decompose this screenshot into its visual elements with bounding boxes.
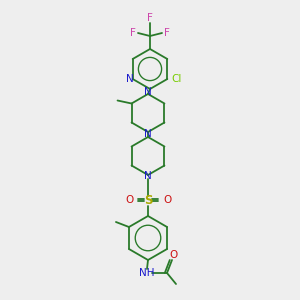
Text: O: O [125,195,133,205]
Text: N: N [144,87,152,97]
Text: F: F [130,28,136,38]
Text: N: N [144,129,152,139]
Text: S: S [144,194,152,208]
Text: F: F [164,28,170,38]
Text: NH: NH [139,268,155,278]
Text: O: O [163,195,171,205]
Text: F: F [147,13,153,23]
Text: N: N [126,74,134,84]
Text: Cl: Cl [171,74,181,84]
Text: N: N [144,171,152,181]
Text: O: O [169,250,177,260]
